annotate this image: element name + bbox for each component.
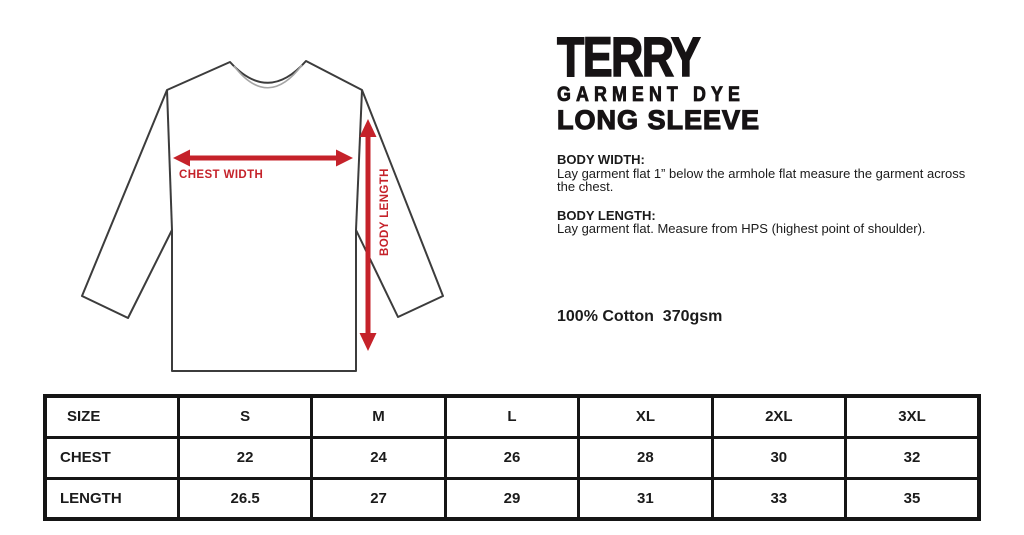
chest-value-2xl: 30 (710, 435, 848, 480)
header-cell-3xl: 3XL (844, 394, 981, 439)
long-sleeve-shirt-drawing: CHEST WIDTH BODY LENGTH (81, 60, 444, 372)
chest-width-arrow: CHEST WIDTH (173, 149, 353, 181)
length-row: LENGTH 26.5 27 29 31 33 35 (43, 476, 981, 521)
chest-row-label: CHEST (43, 435, 180, 480)
garment-diagram: CHEST WIDTH BODY LENGTH (0, 0, 512, 395)
size-table-header-row: SIZE S M L XL 2XL 3XL (43, 394, 981, 439)
header-cell-2xl: 2XL (710, 394, 848, 439)
body-width-note: BODY WIDTH: Lay garment flat 1” below th… (557, 153, 985, 194)
body-length-label: BODY LENGTH (379, 168, 391, 256)
chest-width-label: CHEST WIDTH (179, 169, 263, 181)
product-title: TERRY GARMENT DYE LONG SLEEVE (556, 25, 987, 135)
left-sleeve-seam (166, 89, 173, 231)
product-subtitle-long-sleeve: LONG SLEEVE (556, 105, 761, 135)
header-cell-m: M (310, 394, 447, 439)
length-value-3xl: 35 (844, 476, 981, 521)
product-name: TERRY (556, 25, 701, 88)
chest-value-m: 24 (310, 435, 447, 480)
length-value-xl: 31 (577, 476, 714, 521)
measuring-instructions: BODY WIDTH: Lay garment flat 1” below th… (557, 153, 985, 236)
header-cell-s: S (176, 394, 314, 439)
header-cell-l: L (443, 394, 581, 439)
chest-value-3xl: 32 (844, 435, 981, 480)
length-value-s: 26.5 (176, 476, 314, 521)
body-width-text: Lay garment flat 1” below the armhole fl… (557, 165, 966, 194)
chest-row: CHEST 22 24 26 28 30 32 (43, 435, 981, 480)
size-table-wrap: SIZE S M L XL 2XL 3XL CHEST 22 24 26 28 … (43, 394, 981, 521)
length-value-m: 27 (310, 476, 447, 521)
header-cell-size: SIZE (43, 394, 180, 439)
size-table: SIZE S M L XL 2XL 3XL CHEST 22 24 26 28 … (43, 394, 981, 521)
body-width-heading: BODY WIDTH: (557, 152, 645, 167)
chest-value-s: 22 (176, 435, 314, 480)
chest-value-l: 26 (443, 435, 581, 480)
header-cell-xl: XL (577, 394, 714, 439)
body-length-note: BODY LENGTH: Lay garment flat. Measure f… (557, 207, 985, 236)
length-row-label: LENGTH (43, 476, 180, 521)
length-value-l: 29 (443, 476, 581, 521)
product-subtitle-garment-dye: GARMENT DYE (557, 83, 746, 106)
fabric-info: 100% Cotton 370gsm (557, 308, 723, 325)
body-length-heading: BODY LENGTH: (557, 207, 656, 223)
body-length-text: Lay garment flat. Measure from HPS (high… (557, 221, 926, 236)
right-sleeve-seam (355, 89, 363, 231)
collar-inner-line (233, 64, 303, 89)
body-length-arrow: BODY LENGTH (359, 119, 391, 351)
chest-value-xl: 28 (577, 435, 714, 480)
length-value-2xl: 33 (710, 476, 848, 521)
